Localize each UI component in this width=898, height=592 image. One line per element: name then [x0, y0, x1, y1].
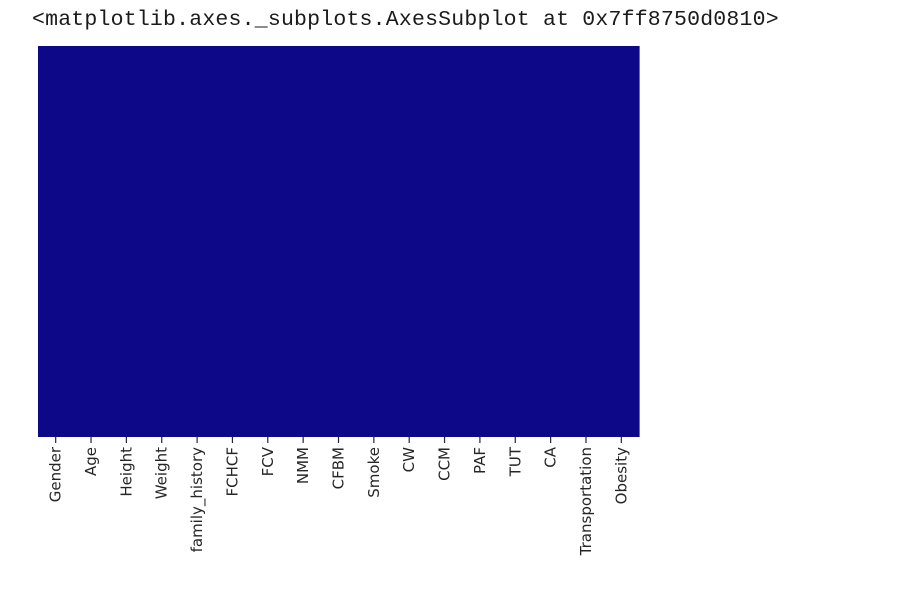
- heatmap-cell: [144, 46, 181, 437]
- x-tick-label: Obesity: [612, 447, 630, 504]
- heatmap-cell: [250, 46, 287, 437]
- x-tick-label: Age: [82, 447, 100, 476]
- x-tick-label: TUT: [506, 446, 524, 477]
- x-tick-label: FCHCF: [223, 447, 241, 496]
- heatmap-cell: [462, 46, 499, 437]
- x-tick-label: Gender: [47, 446, 65, 502]
- heatmap-cell: [38, 46, 74, 437]
- heatmap-cell: [320, 46, 357, 437]
- heatmap-cell: [108, 46, 145, 437]
- x-tick-label: CFBM: [330, 447, 348, 489]
- heatmap-cell: [356, 46, 393, 437]
- x-tick-label: family_history: [188, 447, 207, 553]
- heatmap-cell: [214, 46, 251, 437]
- heatmap-cell: [426, 46, 463, 437]
- heatmap-cell: [603, 46, 640, 437]
- heatmap-cell: [391, 46, 428, 437]
- x-axis-ticks: [55, 437, 622, 443]
- heatmap-cell: [179, 46, 216, 437]
- heatmap-cell: [73, 46, 110, 437]
- x-tick-label: PAF: [471, 447, 489, 474]
- heatmap-cell: [568, 46, 605, 437]
- x-tick-label: Transportation: [577, 447, 595, 556]
- heatmap-cell: [285, 46, 322, 437]
- x-tick-label: NMM: [294, 447, 312, 484]
- x-tick-label: CW: [400, 447, 418, 472]
- heatmap-cell: [532, 46, 569, 437]
- x-tick-label: CA: [542, 446, 560, 467]
- x-tick-label: FCV: [259, 446, 277, 476]
- x-tick-label: CCM: [436, 447, 454, 481]
- heatmap-cells: [38, 46, 640, 437]
- cell-output-repr: <matplotlib.axes._subplots.AxesSubplot a…: [32, 8, 779, 32]
- heatmap-cell: [497, 46, 534, 437]
- x-tick-label: Smoke: [365, 447, 383, 498]
- x-axis-tick-labels: Gender Age Height Weight family_history FCHCF…: [47, 446, 631, 556]
- x-tick-label: Weight: [153, 447, 171, 499]
- x-tick-label: Height: [117, 447, 135, 497]
